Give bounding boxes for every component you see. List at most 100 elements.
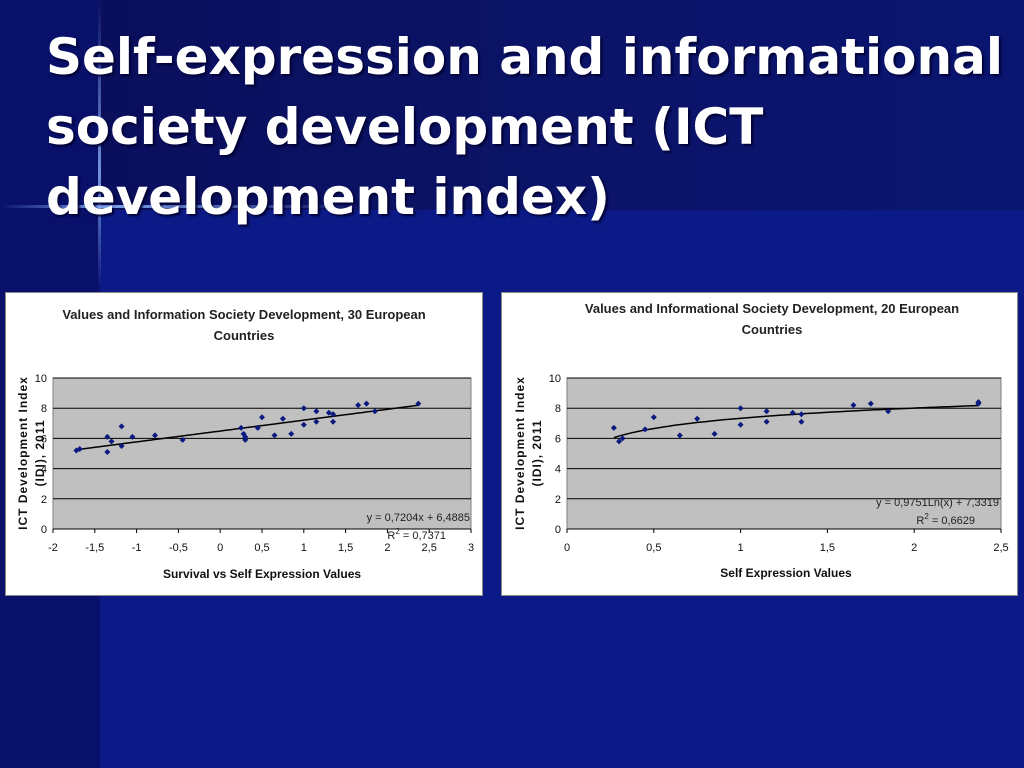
y-axis-label-line: ICT Development Index	[513, 376, 527, 530]
data-point	[104, 448, 111, 455]
x-axis-label: Self Expression Values	[720, 566, 852, 580]
slide-background-top	[0, 0, 1024, 210]
x-tick-label: 2	[384, 542, 390, 554]
data-point	[975, 399, 982, 406]
y-tick-label: 8	[555, 403, 561, 415]
data-point	[885, 408, 892, 415]
x-tick-label: 0,5	[646, 542, 661, 554]
y-tick-label: 4	[555, 464, 561, 476]
slide-title: Self-expression and informational societ…	[46, 28, 1003, 226]
data-point	[798, 418, 805, 425]
decorative-glow-vertical	[98, 0, 101, 290]
r-squared-label: R2 = 0,6629	[916, 512, 975, 527]
x-tick-label: -0,5	[169, 542, 188, 554]
y-tick-label: 6	[41, 433, 47, 445]
y-tick-label: 10	[35, 373, 47, 385]
data-point	[104, 433, 111, 440]
data-point	[650, 414, 657, 421]
y-tick-label: 0	[555, 524, 561, 536]
data-point	[616, 438, 623, 445]
trendline-equation: y = 0,9751Ln(x) + 7,3319	[876, 497, 999, 509]
trendline	[76, 404, 420, 451]
data-point	[300, 405, 307, 412]
data-point	[711, 430, 718, 437]
r-squared-symbol: R	[916, 515, 924, 527]
x-tick-label: -1	[132, 542, 142, 554]
x-tick-label: 2,5	[422, 542, 437, 554]
x-tick-label: 1,5	[338, 542, 353, 554]
data-point	[73, 447, 80, 454]
data-point	[676, 432, 683, 439]
data-point	[242, 436, 249, 443]
data-point	[238, 424, 245, 431]
x-tick-label: 1	[301, 542, 307, 554]
r-squared-value: = 0,7371	[400, 530, 446, 542]
x-tick-label: -2	[48, 542, 58, 554]
data-point	[763, 408, 770, 415]
data-point	[271, 432, 278, 439]
decorative-glow-horizontal	[0, 205, 360, 208]
trendline	[613, 404, 979, 439]
r-squared-value: = 0,6629	[929, 515, 975, 527]
x-tick-label: 2,5	[993, 542, 1008, 554]
data-point	[330, 411, 337, 418]
data-point	[789, 409, 796, 416]
data-point	[619, 435, 626, 442]
x-tick-label: 1	[738, 542, 744, 554]
scatter-chart-20-countries: Values and Informational Society Develop…	[513, 301, 1009, 580]
data-point	[76, 445, 83, 452]
x-axis-label: Survival vs Self Expression Values	[163, 567, 361, 581]
r-squared-exponent: 2	[924, 512, 929, 521]
chart-title-line: Values and Information Society Developme…	[62, 307, 425, 322]
data-point	[737, 405, 744, 412]
x-tick-label: -1,5	[85, 542, 104, 554]
data-point	[118, 423, 125, 430]
data-point	[371, 408, 378, 415]
data-point	[313, 418, 320, 425]
data-point	[642, 426, 649, 433]
data-point	[363, 400, 370, 407]
data-point	[151, 432, 158, 439]
chart-panel-30-countries: Values and Information Society Developme…	[5, 292, 483, 596]
r-squared-exponent: 2	[395, 527, 400, 536]
y-tick-label: 8	[41, 403, 47, 415]
y-tick-label: 0	[41, 524, 47, 536]
x-tick-label: 3	[468, 542, 474, 554]
data-point	[867, 400, 874, 407]
data-point	[850, 402, 857, 409]
data-point	[330, 418, 337, 425]
y-tick-label: 10	[549, 373, 561, 385]
y-tick-label: 4	[41, 464, 47, 476]
y-axis-label-line: (IDI), 2011	[33, 419, 47, 486]
r-squared-symbol: R	[387, 530, 395, 542]
trendline-equation: y = 0,7204x + 6,4885	[367, 512, 470, 524]
data-point	[610, 424, 617, 431]
chart-title-line: Values and Informational Society Develop…	[585, 301, 959, 316]
data-point	[313, 408, 320, 415]
x-tick-label: 2	[911, 542, 917, 554]
data-point	[737, 421, 744, 428]
data-point	[288, 430, 295, 437]
scatter-chart-30-countries: Values and Information Society Developme…	[16, 307, 474, 581]
data-point	[355, 402, 362, 409]
data-point	[242, 433, 249, 440]
data-point	[108, 438, 115, 445]
data-point	[259, 414, 265, 421]
data-point	[254, 424, 261, 431]
y-tick-label: 2	[555, 494, 561, 506]
data-point	[179, 436, 186, 443]
x-tick-label: 0	[564, 542, 570, 554]
plot-area	[52, 377, 472, 530]
chart-title-line: Countries	[214, 328, 275, 343]
x-tick-label: 0	[217, 542, 223, 554]
data-point	[129, 433, 136, 440]
data-point	[763, 418, 770, 425]
x-tick-label: 0,5	[254, 542, 269, 554]
data-point	[300, 421, 307, 428]
y-axis-label-line: (IDI), 2011	[530, 419, 544, 486]
data-point	[415, 400, 422, 407]
y-tick-label: 2	[41, 494, 47, 506]
data-point	[798, 411, 805, 418]
y-axis-label-line: ICT Development Index	[16, 376, 30, 530]
y-tick-label: 6	[555, 433, 561, 445]
